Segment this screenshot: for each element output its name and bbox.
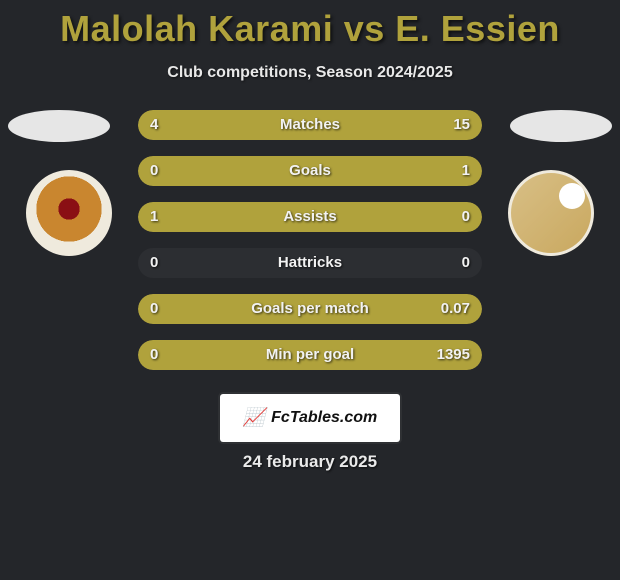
player-left-photo-placeholder [8, 110, 110, 142]
stat-row: 00Hattricks [138, 248, 482, 278]
stat-label: Matches [138, 110, 482, 140]
subtitle: Club competitions, Season 2024/2025 [0, 64, 620, 82]
branding-badge: 📈 FcTables.com [220, 394, 400, 442]
stat-label: Hattricks [138, 248, 482, 278]
stat-row: 01Goals [138, 156, 482, 186]
club-badge-right [508, 170, 594, 256]
branding-logo-icon: 📈 [243, 407, 265, 428]
stat-label: Min per goal [138, 340, 482, 370]
player-right-photo-placeholder [510, 110, 612, 142]
stat-row: 00.07Goals per match [138, 294, 482, 324]
club-badge-left [26, 170, 112, 256]
stat-row: 415Matches [138, 110, 482, 140]
comparison-bars: 415Matches 01Goals 10Assists 00Hattricks 00.… [138, 110, 482, 386]
stat-label: Goals [138, 156, 482, 186]
page-title: Malolah Karami vs E. Essien [0, 0, 620, 50]
branding-text: FcTables.com [271, 409, 377, 427]
stat-row: 01395Min per goal [138, 340, 482, 370]
stat-row: 10Assists [138, 202, 482, 232]
stat-label: Goals per match [138, 294, 482, 324]
footer-date: 24 february 2025 [0, 452, 620, 472]
stat-label: Assists [138, 202, 482, 232]
